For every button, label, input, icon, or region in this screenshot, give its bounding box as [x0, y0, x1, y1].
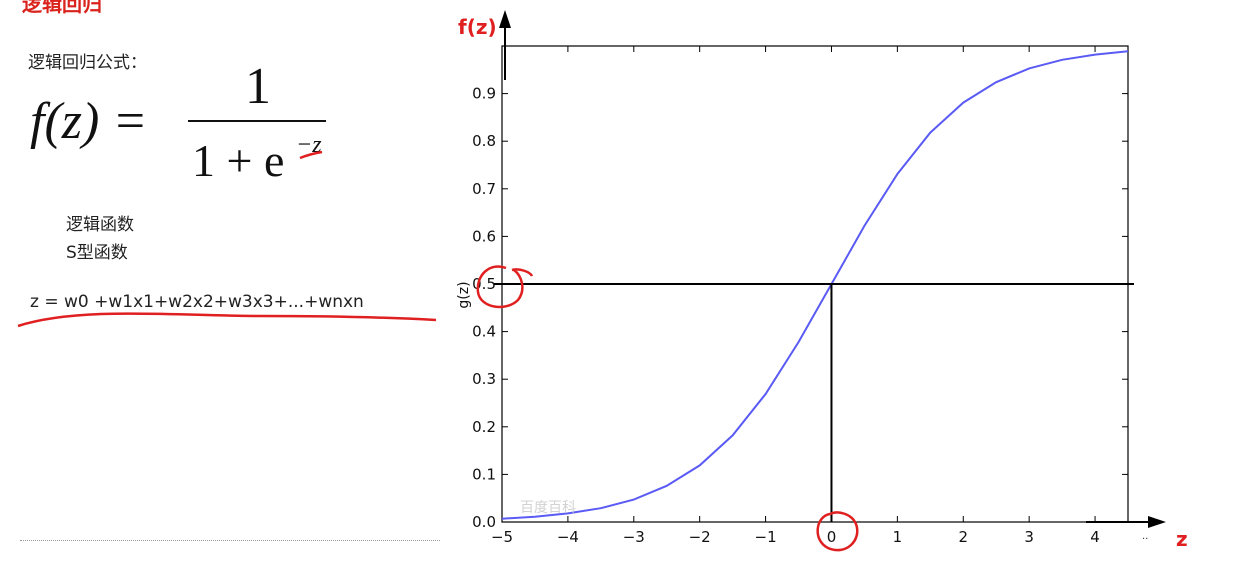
x-tick-label: 0	[827, 528, 837, 546]
x-tick-label: −4	[557, 528, 579, 546]
formula-label: 逻辑回归公式：	[28, 53, 147, 73]
x-tick-label: −2	[689, 528, 711, 546]
desc-logistic: 逻辑函数	[66, 215, 134, 235]
y-tick-label: 0.7	[472, 180, 496, 198]
x-tick-label: −5	[491, 528, 513, 546]
x-axis-label: z	[1176, 527, 1188, 551]
divider	[20, 540, 440, 541]
y-tick-label: 0.9	[472, 85, 496, 103]
x-tick-label: 2	[958, 528, 968, 546]
y-axis-arrow-head	[499, 10, 511, 28]
desc-s-shape: S型函数	[66, 243, 128, 263]
circle-annotation-zero	[816, 511, 859, 552]
linear-formula-underline-annotation	[17, 312, 437, 328]
y-tick-label: 0.3	[472, 370, 496, 388]
y-tick-label: 0.5	[472, 275, 496, 293]
linear-formula: z = w0 +w1x1+w2x2+w3x3+...+wnxn	[30, 292, 364, 312]
formula-denominator: 1 + e	[192, 135, 284, 186]
x-tick-label: 1	[893, 528, 903, 546]
series-line-sigmoid	[501, 50, 1129, 520]
y-tick-label: 0.8	[472, 132, 496, 150]
circle-annotation-half	[476, 265, 534, 309]
page-title: 逻辑回归	[22, 0, 102, 16]
sigmoid-formula: f(z) = 1 1 + e −z	[30, 58, 326, 186]
x-tick-label: −1	[755, 528, 777, 546]
x-tick-label: 3	[1024, 528, 1034, 546]
y-axis-label: f(z)	[458, 15, 497, 39]
y-tick-label: 0.4	[472, 323, 496, 341]
y-tick-label: 0.2	[472, 418, 496, 436]
x-axis-small-mark: ··	[1142, 534, 1148, 545]
inner-y-axis-label: g(z)	[456, 281, 472, 308]
x-axis-arrow-head	[1148, 516, 1166, 528]
y-tick-label: 0.6	[472, 227, 496, 245]
formula-numerator: 1	[245, 58, 271, 115]
formula-lhs: f(z) =	[30, 93, 147, 150]
y-tick-label: 0.1	[472, 465, 496, 483]
x-tick-label: −3	[623, 528, 645, 546]
watermark: 百度百科	[520, 500, 576, 516]
x-tick-label: 4	[1090, 528, 1100, 546]
exponent-underline-annotation	[299, 150, 323, 160]
y-tick-label: 0.0	[472, 513, 496, 531]
